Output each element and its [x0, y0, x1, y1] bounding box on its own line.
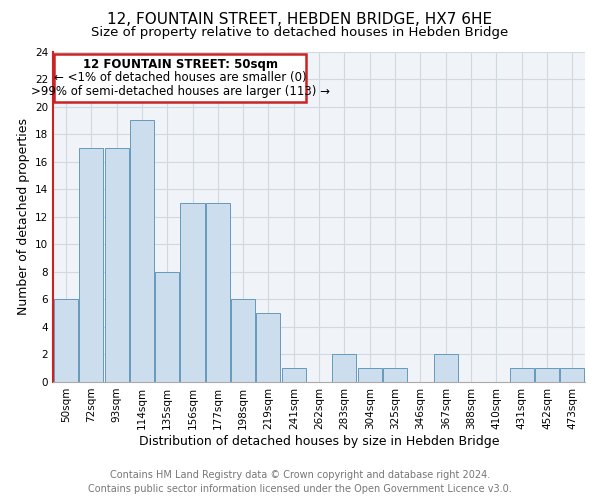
Bar — [231, 300, 255, 382]
Text: Size of property relative to detached houses in Hebden Bridge: Size of property relative to detached ho… — [91, 26, 509, 39]
Bar — [332, 354, 356, 382]
Text: ← <1% of detached houses are smaller (0): ← <1% of detached houses are smaller (0) — [54, 71, 307, 84]
Bar — [54, 300, 78, 382]
Bar — [79, 148, 103, 382]
Bar — [181, 203, 205, 382]
Bar — [509, 368, 534, 382]
Bar — [256, 313, 280, 382]
Bar — [535, 368, 559, 382]
X-axis label: Distribution of detached houses by size in Hebden Bridge: Distribution of detached houses by size … — [139, 434, 499, 448]
Bar — [104, 148, 128, 382]
Text: 12 FOUNTAIN STREET: 50sqm: 12 FOUNTAIN STREET: 50sqm — [83, 58, 278, 71]
FancyBboxPatch shape — [55, 54, 307, 102]
Bar — [383, 368, 407, 382]
Bar — [358, 368, 382, 382]
Bar — [206, 203, 230, 382]
Bar — [560, 368, 584, 382]
Bar — [282, 368, 306, 382]
Bar — [155, 272, 179, 382]
Bar — [434, 354, 458, 382]
Text: Contains HM Land Registry data © Crown copyright and database right 2024.
Contai: Contains HM Land Registry data © Crown c… — [88, 470, 512, 494]
Text: >99% of semi-detached houses are larger (113) →: >99% of semi-detached houses are larger … — [31, 84, 330, 98]
Bar — [130, 120, 154, 382]
Text: 12, FOUNTAIN STREET, HEBDEN BRIDGE, HX7 6HE: 12, FOUNTAIN STREET, HEBDEN BRIDGE, HX7 … — [107, 12, 493, 28]
Y-axis label: Number of detached properties: Number of detached properties — [17, 118, 29, 315]
